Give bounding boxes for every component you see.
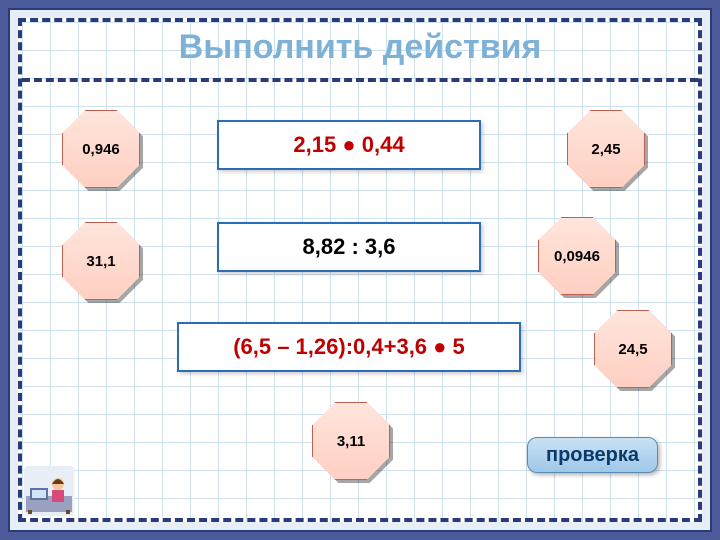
answer-octagon-6[interactable]: 3,11 — [312, 402, 390, 480]
answer-octagon-4[interactable]: 0,0946 — [538, 217, 616, 295]
task-box-2: 8,82 : 3,6 — [217, 222, 481, 272]
answer-value: 3,11 — [312, 402, 390, 480]
answer-octagon-2[interactable]: 2,45 — [567, 110, 645, 188]
answer-octagon-1[interactable]: 0,946 — [62, 110, 140, 188]
answer-value: 2,45 — [567, 110, 645, 188]
answer-value: 31,1 — [62, 222, 140, 300]
slide: Выполнить действия 2,15 ● 0,44 8,82 : 3,6… — [0, 0, 720, 540]
title-divider — [22, 78, 698, 82]
task-box-3: (6,5 – 1,26):0,4+3,6 ● 5 — [177, 322, 521, 372]
check-button[interactable]: проверка — [527, 437, 658, 473]
answer-octagon-5[interactable]: 24,5 — [594, 310, 672, 388]
kid-at-desk-icon — [24, 466, 74, 516]
answer-value: 0,0946 — [538, 217, 616, 295]
inner-frame: Выполнить действия 2,15 ● 0,44 8,82 : 3,6… — [18, 18, 702, 522]
page-title: Выполнить действия — [22, 28, 698, 67]
answer-octagon-3[interactable]: 31,1 — [62, 222, 140, 300]
answer-value: 24,5 — [594, 310, 672, 388]
task-box-1: 2,15 ● 0,44 — [217, 120, 481, 170]
